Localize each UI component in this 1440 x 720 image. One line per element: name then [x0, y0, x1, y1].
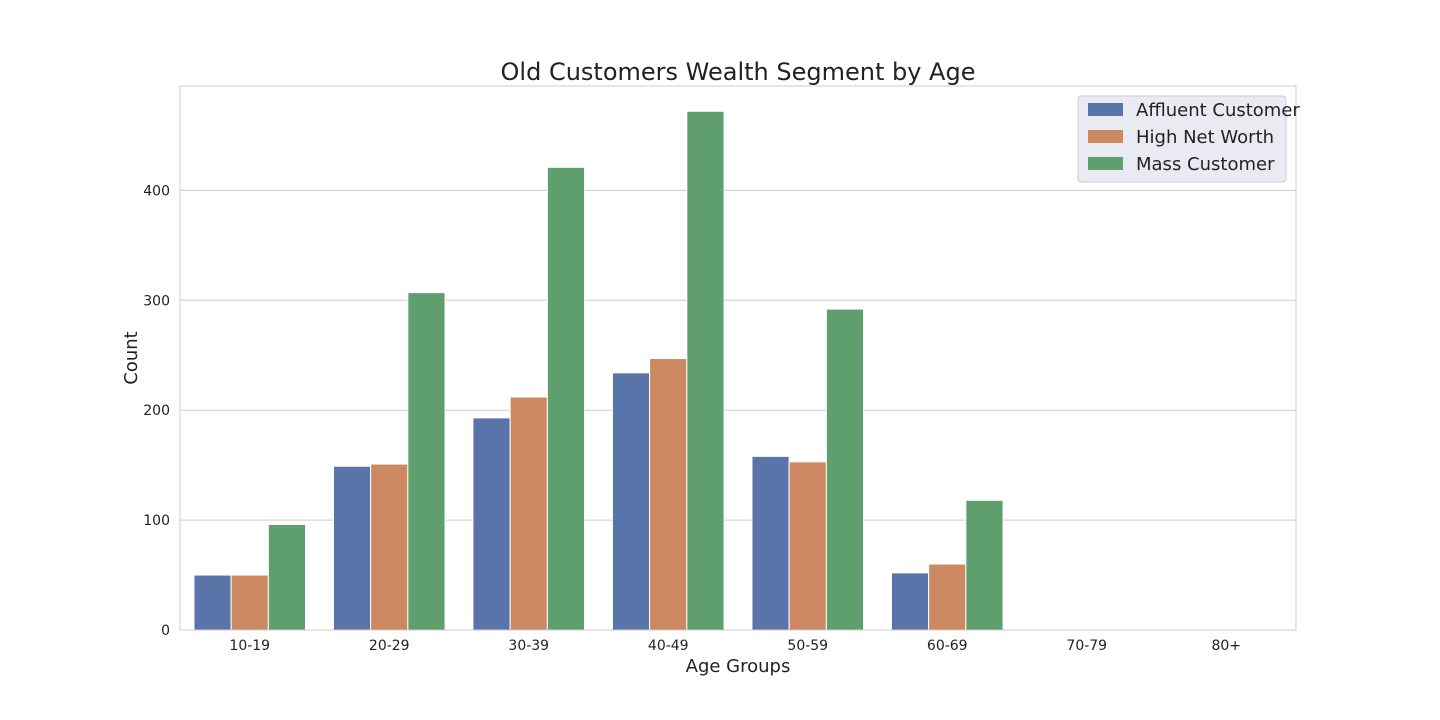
x-tick-label: 40-49 [648, 638, 689, 654]
legend-swatch [1088, 130, 1123, 143]
legend-swatch [1088, 157, 1123, 170]
y-tick-label: 100 [143, 513, 170, 529]
bar-mass-customer-10-19 [267, 523, 307, 631]
gridlines [180, 189, 1296, 521]
plot-area-frame [179, 85, 1297, 631]
bar-affluent-customer-10-19 [193, 574, 232, 631]
bars [193, 110, 1004, 631]
bar-high-net-worth-20-29 [370, 463, 409, 631]
x-axis-label: Age Groups [686, 656, 791, 677]
bar-high-net-worth-50-59 [788, 461, 827, 631]
legend: Affluent Customer High Net Worth Mass Cust… [1077, 95, 1300, 183]
x-tick-label: 30-39 [508, 638, 549, 654]
legend-label: High Net Worth [1136, 127, 1274, 148]
y-axis-ticks: 0 100 200 300 400 [143, 183, 170, 639]
bar-high-net-worth-40-49 [649, 358, 688, 631]
y-axis-label: Count [121, 331, 142, 384]
bar-high-net-worth-10-19 [230, 574, 269, 631]
bar-mass-customer-20-29 [407, 292, 446, 631]
bar-mass-customer-30-39 [546, 166, 586, 631]
bar-high-net-worth-60-69 [928, 563, 967, 631]
bar-high-net-worth-30-39 [509, 396, 548, 631]
chart-title: Old Customers Wealth Segment by Age [501, 58, 976, 86]
x-tick-label: 80+ [1211, 638, 1241, 654]
legend-label: Affluent Customer [1136, 100, 1300, 121]
legend-swatch [1088, 103, 1123, 116]
bar-affluent-customer-50-59 [751, 455, 790, 631]
bar-affluent-customer-40-49 [611, 372, 651, 631]
y-tick-label: 300 [143, 293, 170, 309]
bar-mass-customer-60-69 [965, 499, 1004, 631]
legend-box [1077, 95, 1287, 183]
y-tick-label: 200 [143, 403, 170, 419]
bar-affluent-customer-20-29 [332, 465, 372, 631]
y-tick-label: 0 [161, 623, 170, 639]
x-tick-label: 50-59 [787, 638, 828, 654]
x-tick-label: 70-79 [1066, 638, 1107, 654]
y-tick-label: 400 [143, 183, 170, 199]
x-tick-label: 20-29 [369, 638, 410, 654]
x-axis-ticks: 10-19 20-29 30-39 40-49 50-59 60-69 70-79 80+ [229, 638, 1241, 654]
bar-affluent-customer-30-39 [472, 417, 511, 631]
x-tick-label: 60-69 [927, 638, 968, 654]
bar-affluent-customer-60-69 [890, 572, 930, 631]
bar-mass-customer-40-49 [686, 110, 725, 631]
legend-label: Mass Customer [1136, 154, 1275, 175]
bar-mass-customer-50-59 [825, 308, 865, 631]
x-tick-label: 10-19 [229, 638, 270, 654]
